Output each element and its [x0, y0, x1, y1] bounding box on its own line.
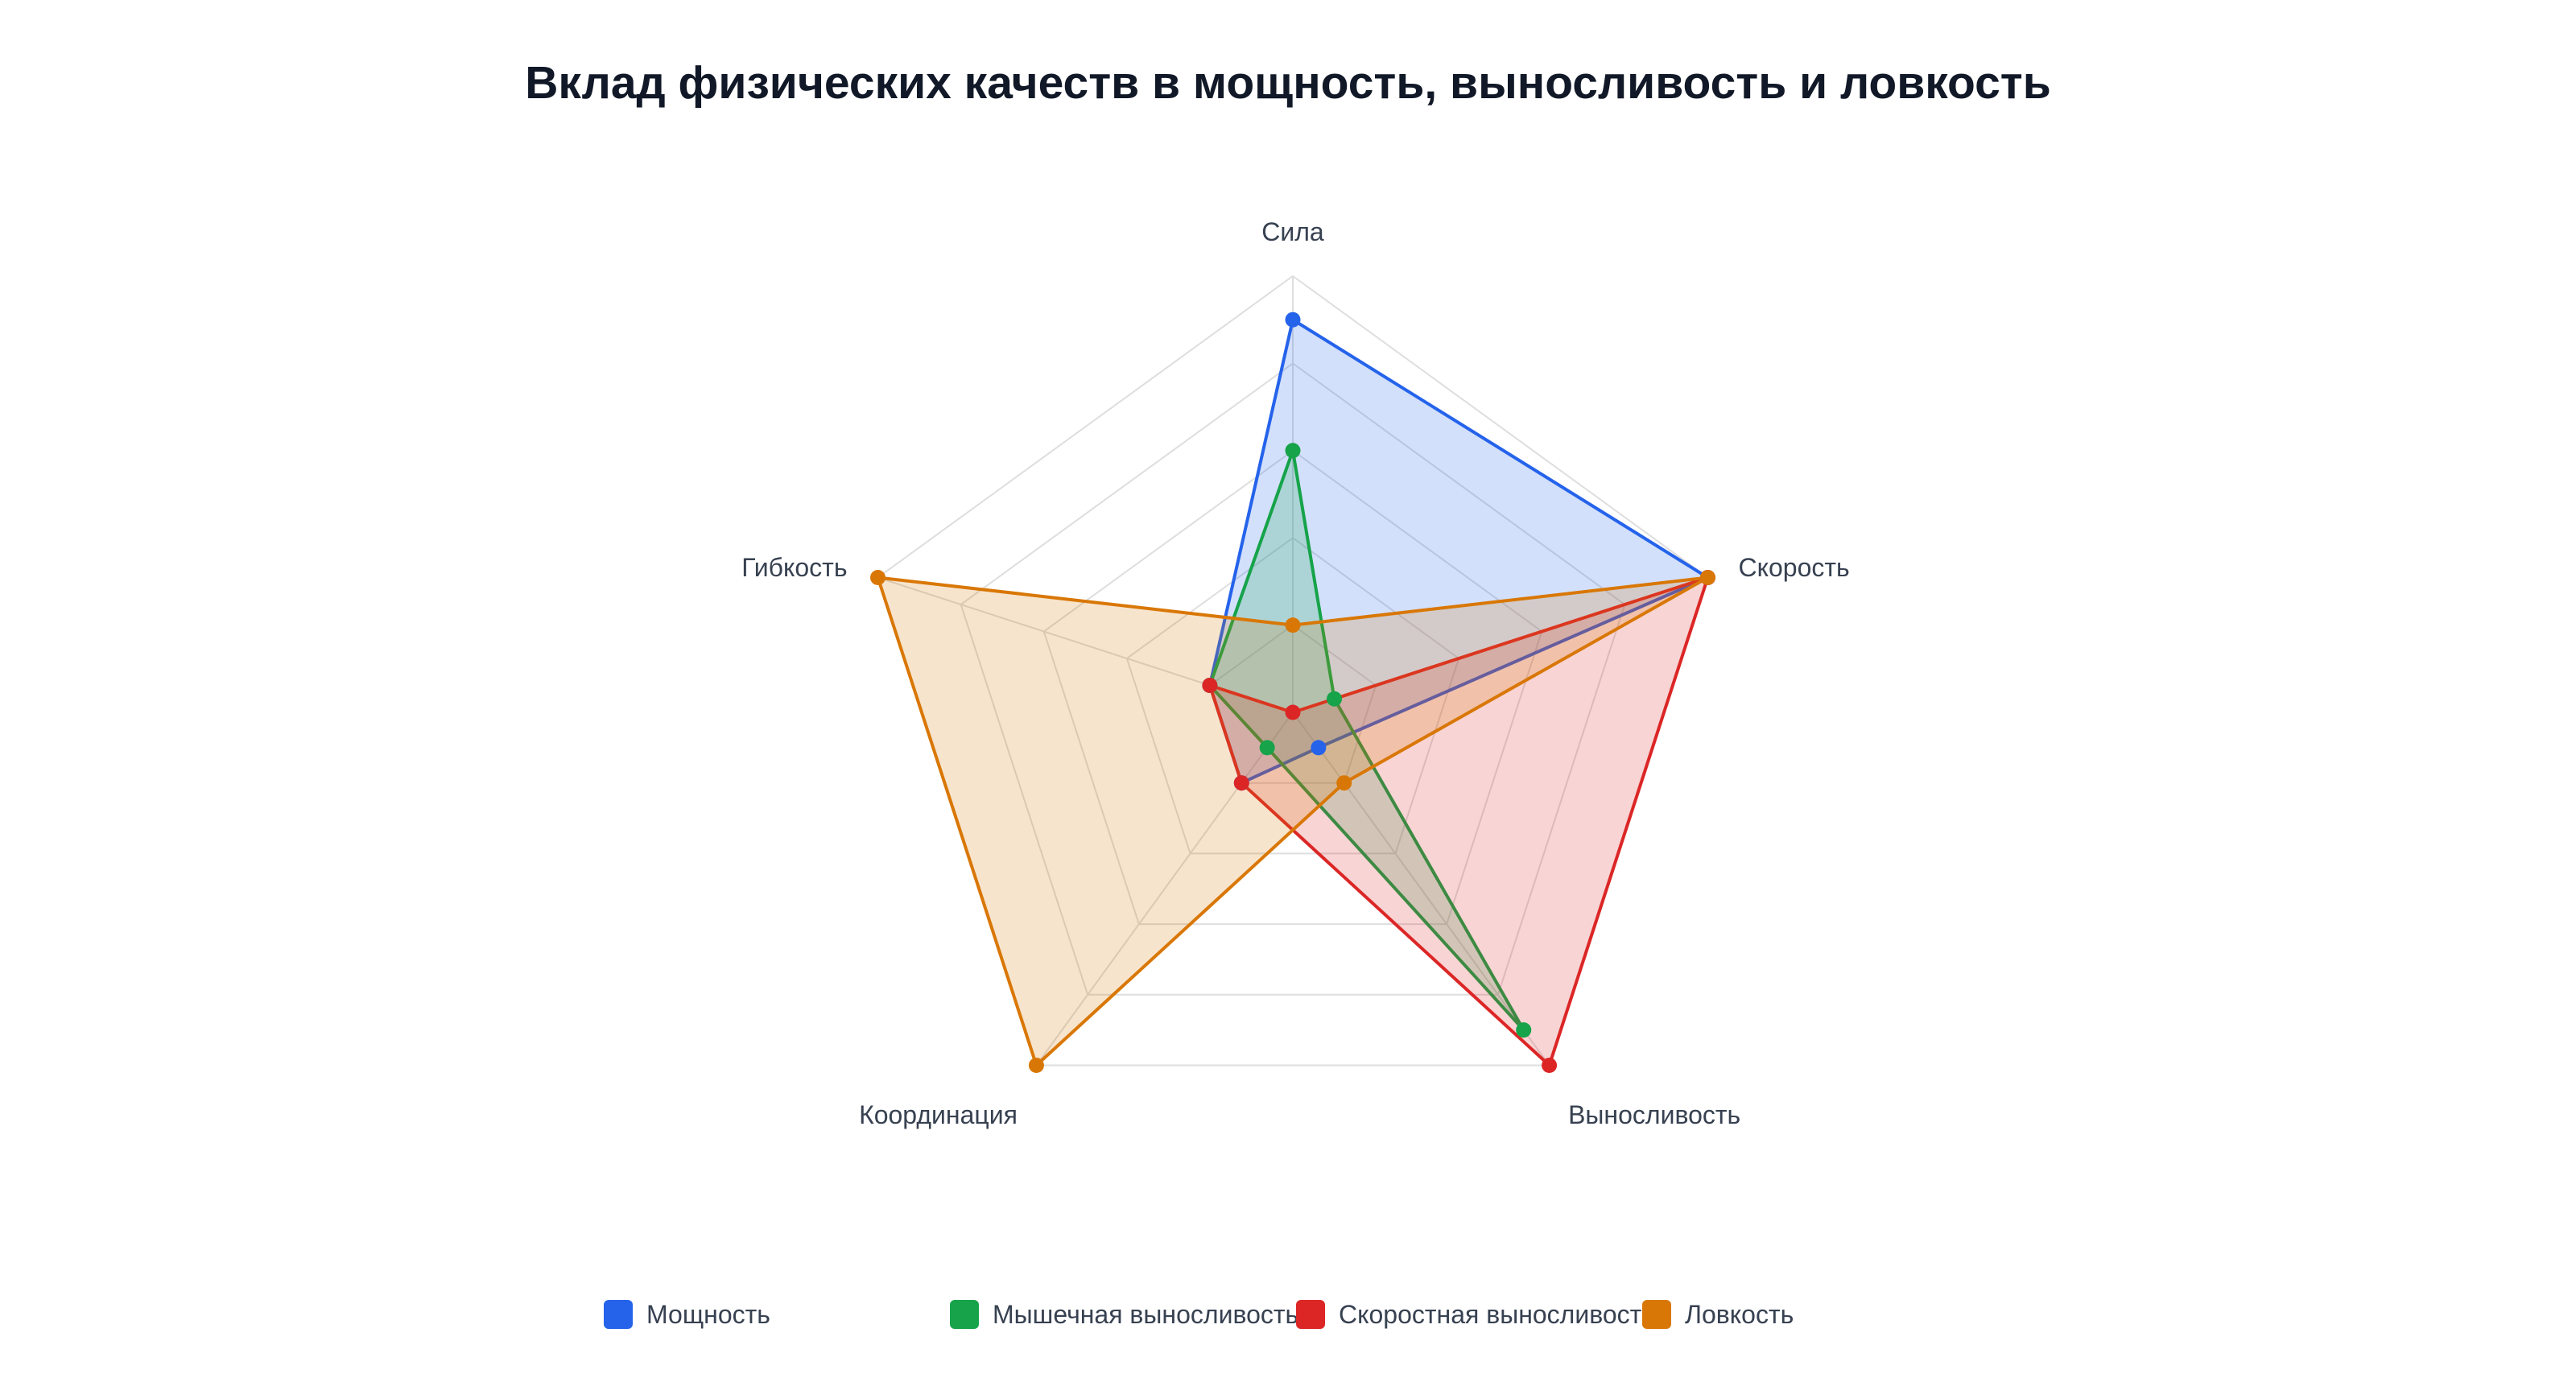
axis-label: Гибкость: [741, 553, 847, 582]
legend-item[interactable]: Мощность: [604, 1296, 770, 1333]
grid-ring: [877, 274, 1709, 1067]
data-point-2-1: [1285, 443, 1301, 459]
data-point-2-4: [1259, 740, 1275, 756]
data-point-3-1: [1285, 704, 1301, 720]
legend-swatch: [950, 1300, 979, 1329]
data-point-4-4: [1028, 1057, 1044, 1073]
legend-label: Ловкость: [1685, 1299, 1794, 1329]
legend-label: Мощность: [646, 1299, 770, 1329]
data-point-1-1: [1285, 312, 1301, 328]
data-point-3-4: [1233, 775, 1249, 791]
grid-ring: [1208, 624, 1377, 784]
grid-ring: [960, 362, 1626, 996]
axis-label: Выносливость: [1568, 1100, 1740, 1129]
legend-swatch: [1642, 1300, 1671, 1329]
legend-swatch: [1296, 1300, 1325, 1329]
axis-label: Сила: [1261, 217, 1324, 246]
data-point-4-3: [1336, 775, 1352, 791]
series-area-4: [876, 576, 1710, 1067]
legend-item[interactable]: Ловкость: [1642, 1296, 1794, 1333]
series-area-1: [1208, 318, 1710, 785]
data-point-3-3: [1542, 1057, 1558, 1073]
legend-item[interactable]: Скоростная выносливость: [1296, 1296, 1655, 1333]
data-point-1-3: [1311, 740, 1327, 756]
data-point-4-1: [1285, 617, 1301, 633]
axis-spoke: [1292, 712, 1550, 1067]
axis-label: Координация: [859, 1100, 1018, 1129]
chart-title: Вклад физических качеств в мощность, вын…: [525, 57, 2051, 109]
data-point-4-5: [870, 570, 886, 586]
legend-label: Мышечная выносливость: [993, 1299, 1299, 1329]
legend-swatch: [604, 1300, 633, 1329]
series-area-2: [1208, 448, 1525, 1032]
data-point-3-5: [1202, 678, 1218, 694]
legend-item[interactable]: Мышечная выносливость: [950, 1296, 1298, 1333]
axis-label: Скорость: [1739, 553, 1850, 582]
axis-labels: Сила Скорость Выносливость Координация Гибко…: [741, 217, 1849, 1129]
data-point-4-2: [1699, 570, 1715, 586]
axis-spoke: [1035, 712, 1294, 1067]
grid-ring: [1125, 536, 1460, 855]
legend-label: Скоростная выносливость: [1339, 1299, 1655, 1329]
legend: Мощность Мышечная выносливость Скоростная …: [0, 1296, 2576, 1336]
data-point-2-2: [1327, 691, 1343, 707]
radar-series: [870, 312, 1715, 1073]
data-point-2-3: [1516, 1022, 1532, 1038]
